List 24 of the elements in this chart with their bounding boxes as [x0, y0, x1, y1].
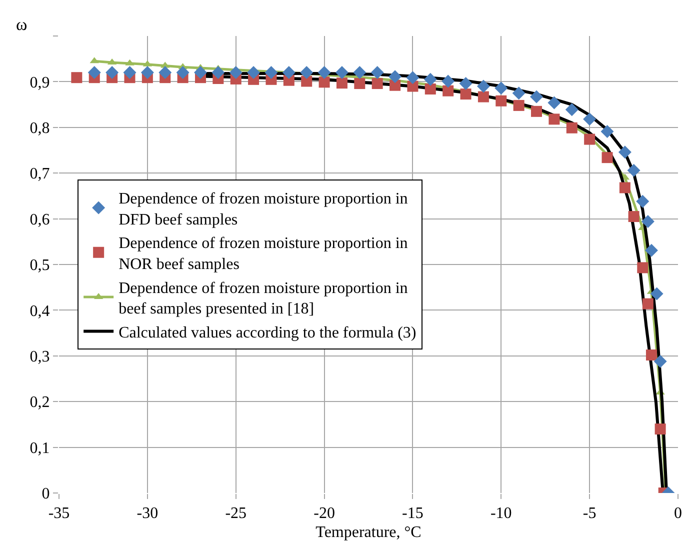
legend-label: Dependence of frozen moisture proportion in beef samples presented in [18] [118, 280, 408, 318]
y-tick-label: 0,1 [30, 440, 50, 457]
x-tick-label: 0 [674, 505, 682, 522]
x-tick-label: -20 [314, 505, 335, 522]
y-tick-label: 0,5 [30, 257, 50, 274]
x-tick-label: -25 [225, 505, 247, 522]
y-tick-label: 0,4 [30, 302, 50, 320]
legend-label: Dependence of frozen moisture proportion in NOR beef samples [118, 235, 408, 274]
y-tick-label: 0,3 [30, 348, 50, 366]
y-axis-title: ω [16, 15, 28, 34]
legend-label: Calculated values according to the formula (3) [118, 324, 416, 342]
x-tick-label: -5 [582, 505, 596, 522]
y-tick-label: 0,8 [30, 120, 50, 137]
y-tick-label: 0 [42, 486, 50, 503]
x-tick-label: -15 [402, 505, 424, 522]
y-tick-label: 0,6 [30, 211, 50, 228]
x-tick-label: -35 [48, 505, 70, 522]
x-tick-label: -30 [136, 505, 158, 522]
y-tick-label: 0,7 [30, 166, 50, 183]
x-axis-title: Temperature, °C [316, 524, 422, 541]
legend-label: Dependence of frozen moisture proportion in DFD beef samples [118, 190, 408, 228]
x-tick-label: -10 [490, 505, 512, 522]
y-tick-label: 0,2 [30, 394, 50, 412]
y-tick-label: 0,9 [30, 74, 50, 92]
